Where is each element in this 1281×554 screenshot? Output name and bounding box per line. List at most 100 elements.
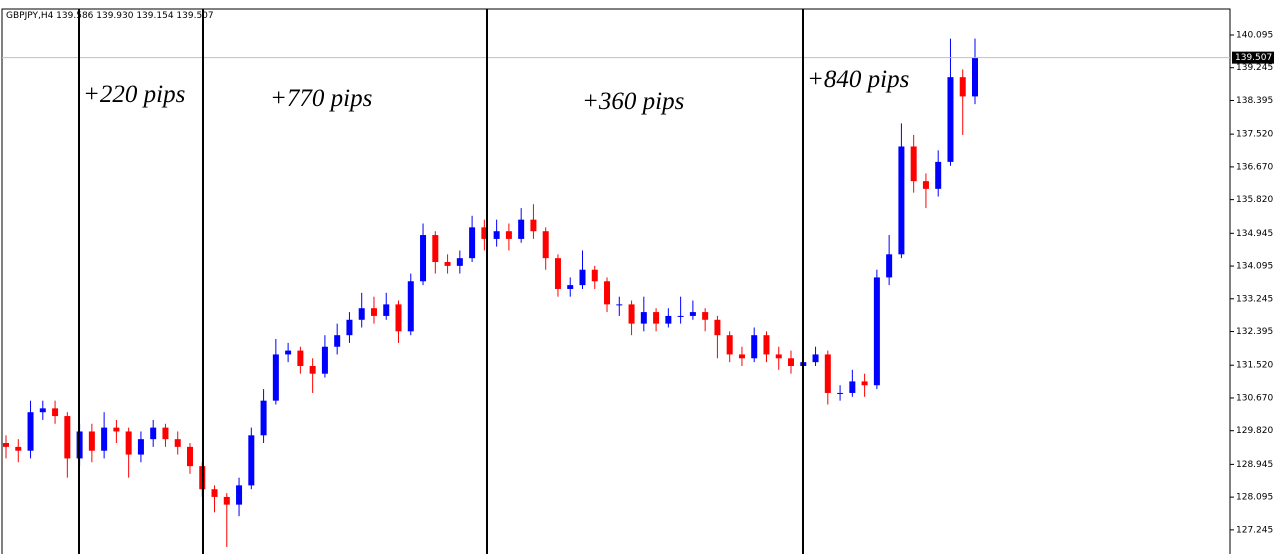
candle-body bbox=[420, 235, 427, 282]
y-tick-label: 131.520 bbox=[1236, 361, 1273, 371]
candle-body bbox=[297, 350, 304, 366]
candle-body bbox=[677, 315, 684, 317]
candle-body bbox=[236, 485, 243, 505]
candle-body bbox=[27, 412, 34, 451]
candle-body bbox=[972, 57, 978, 97]
candle-body bbox=[812, 354, 819, 363]
candle-body bbox=[554, 258, 561, 289]
candle-body bbox=[39, 408, 46, 413]
candle-body bbox=[837, 392, 844, 394]
candle-body bbox=[947, 77, 954, 162]
y-tick-label: 134.945 bbox=[1236, 229, 1273, 239]
candle-body bbox=[370, 308, 377, 316]
y-tick-label: 132.395 bbox=[1236, 327, 1273, 337]
y-tick-label: 127.245 bbox=[1236, 525, 1273, 535]
candle-body bbox=[665, 315, 672, 324]
candle-body bbox=[395, 304, 402, 332]
candle-body bbox=[616, 304, 623, 306]
candle-body bbox=[763, 335, 770, 355]
y-tick-label: 129.820 bbox=[1236, 426, 1273, 436]
candle-body bbox=[88, 431, 95, 451]
candle-body bbox=[3, 443, 9, 447]
annotation: +770 pips bbox=[270, 85, 372, 112]
candle-body bbox=[775, 354, 782, 359]
candle-body bbox=[518, 219, 525, 239]
candle-body bbox=[505, 231, 512, 239]
candle-body bbox=[125, 431, 132, 455]
annotation: +360 pips bbox=[582, 88, 684, 115]
y-tick-label: 128.095 bbox=[1236, 493, 1273, 503]
candle-body bbox=[824, 354, 831, 393]
candle-body bbox=[640, 312, 647, 324]
candle-body bbox=[52, 408, 59, 417]
candle-body bbox=[444, 262, 451, 266]
candle-body bbox=[469, 227, 476, 259]
candle-body bbox=[689, 312, 696, 316]
candle-body bbox=[898, 146, 905, 255]
y-tick-label: 128.945 bbox=[1236, 460, 1273, 470]
candle-body bbox=[383, 304, 390, 316]
chart-title: GBPJPY,H4 139.586 139.930 139.154 139.50… bbox=[6, 11, 214, 21]
candle-body bbox=[260, 400, 267, 436]
candle-body bbox=[714, 319, 721, 336]
candle-body bbox=[186, 446, 193, 467]
candle-body bbox=[150, 427, 157, 440]
candle-body bbox=[628, 304, 635, 324]
candle-body bbox=[64, 416, 71, 459]
annotation: +220 pips bbox=[83, 81, 185, 108]
y-tick-label: 140.095 bbox=[1236, 30, 1273, 40]
candle-body bbox=[162, 427, 169, 440]
candle-body bbox=[726, 335, 733, 355]
candle-body bbox=[493, 231, 500, 239]
candle-body bbox=[272, 354, 279, 401]
candle-body bbox=[542, 231, 549, 259]
last-price-box bbox=[1232, 51, 1274, 64]
candle-body bbox=[702, 312, 709, 320]
candle-body bbox=[935, 161, 942, 189]
y-tick-label: 136.670 bbox=[1236, 162, 1273, 172]
candle-body bbox=[604, 281, 611, 305]
candle-body bbox=[886, 254, 893, 278]
y-tick-label: 134.095 bbox=[1236, 262, 1273, 272]
candle-body bbox=[481, 227, 488, 239]
y-tick-label: 135.820 bbox=[1236, 195, 1273, 205]
last-price-label: 139.507 bbox=[1235, 53, 1272, 63]
y-tick-label: 137.520 bbox=[1236, 130, 1273, 140]
plot-frame bbox=[1, 8, 1231, 554]
candle-body bbox=[579, 269, 586, 286]
candle-body bbox=[873, 277, 880, 386]
candle-body bbox=[591, 269, 598, 282]
y-tick-label: 130.670 bbox=[1236, 393, 1273, 403]
candle-body bbox=[530, 219, 537, 232]
candle-body bbox=[309, 365, 316, 374]
candle-body bbox=[738, 354, 745, 359]
candle-body bbox=[358, 308, 365, 320]
candle-body bbox=[751, 335, 758, 359]
candle-body bbox=[211, 489, 218, 497]
candle-body bbox=[321, 346, 328, 374]
candle-body bbox=[788, 358, 795, 366]
candle-body bbox=[15, 446, 22, 451]
candle-body bbox=[223, 496, 230, 505]
candle-body bbox=[959, 77, 966, 97]
candle-body bbox=[248, 435, 255, 486]
candle-body bbox=[567, 285, 574, 289]
candle-body bbox=[910, 146, 917, 182]
candle-body bbox=[653, 312, 660, 324]
candle-body bbox=[101, 427, 108, 451]
candle-body bbox=[922, 181, 929, 189]
y-tick-label: 139.245 bbox=[1236, 63, 1273, 73]
y-tick-label: 133.245 bbox=[1236, 294, 1273, 304]
candle-body bbox=[285, 350, 292, 355]
candle-body bbox=[346, 319, 353, 336]
y-tick-label: 138.395 bbox=[1236, 96, 1273, 106]
candle-body bbox=[174, 439, 181, 447]
candle-body bbox=[137, 439, 144, 455]
candle-body bbox=[432, 235, 439, 263]
candle-body bbox=[456, 258, 463, 266]
annotation: +840 pips bbox=[807, 66, 909, 93]
candle-body bbox=[849, 381, 856, 393]
candle-body bbox=[407, 281, 414, 332]
